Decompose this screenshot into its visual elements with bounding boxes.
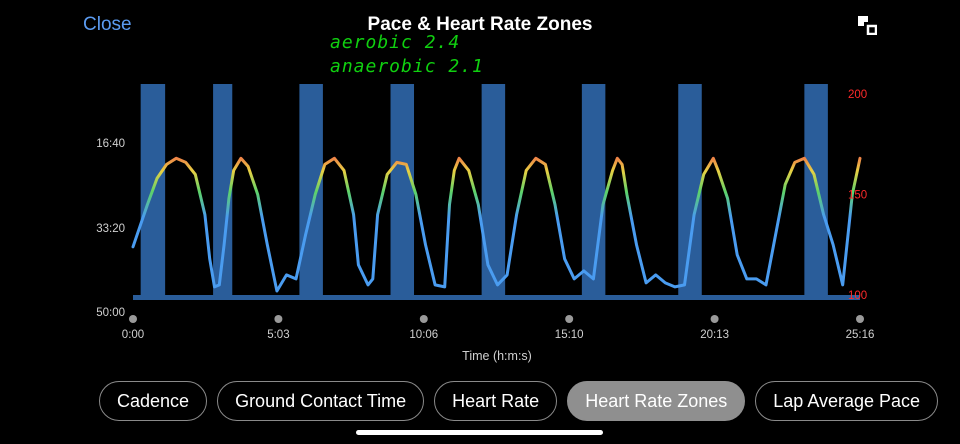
x-tick-dot [565, 315, 574, 323]
tab-heart-rate-zones[interactable]: Heart Rate Zones [567, 381, 746, 421]
handwritten-note-anaerobic: anaerobic 2.1 [330, 56, 484, 77]
tab-cadence[interactable]: Cadence [99, 381, 208, 421]
right-tick-label: 100 [848, 290, 867, 302]
pace-block-1 [213, 84, 233, 299]
right-tick-label: 150 [848, 190, 867, 202]
pace-heart-rate-chart: 16:40 33:20 50:00 200 150 100 0:00 5:03 10:06 1… [96, 84, 875, 363]
page-title: Pace & Heart Rate Zones [367, 14, 593, 35]
pace-block-3 [390, 84, 415, 299]
x-tick-dot [856, 315, 864, 323]
close-button[interactable]: Close [83, 14, 132, 35]
x-tick-dot [419, 315, 428, 323]
pace-block-5 [581, 84, 606, 299]
tab-heart-rate[interactable]: Heart Rate [434, 381, 558, 421]
tab-lap-average-pace[interactable]: Lap Average Pace [755, 381, 939, 421]
pace-block-7 [804, 84, 828, 299]
x-tick-label: 5:03 [267, 329, 289, 341]
expand-icon[interactable] [857, 15, 878, 36]
right-tick-label: 200 [848, 89, 867, 101]
pace-block-4 [481, 84, 506, 299]
handwritten-note-aerobic: aerobic 2.4 [330, 32, 461, 53]
x-tick-label: 15:10 [555, 329, 584, 341]
home-indicator [356, 430, 603, 435]
left-tick-label: 33:20 [96, 223, 125, 235]
x-tick-label: 0:00 [122, 329, 144, 341]
x-tick-dot [129, 315, 137, 323]
tab-bar: Cadence Ground Contact Time Heart Rate Hear… [99, 381, 939, 421]
x-tick-label: 20:13 [700, 329, 729, 341]
x-tick-dot [710, 315, 719, 323]
left-tick-label: 50:00 [96, 307, 125, 319]
left-tick-label: 16:40 [96, 138, 125, 150]
heart-rate-line [131, 156, 862, 293]
tab-ground-contact-time[interactable]: Ground Contact Time [217, 381, 425, 421]
pace-baseline [133, 295, 860, 300]
pace-block-2 [299, 84, 323, 299]
pace-block-6 [678, 84, 702, 299]
x-tick-dot [274, 315, 283, 323]
x-axis-label: Time (h:m:s) [462, 349, 532, 363]
x-tick-label: 10:06 [409, 329, 438, 341]
x-tick-label: 25:16 [846, 329, 875, 341]
